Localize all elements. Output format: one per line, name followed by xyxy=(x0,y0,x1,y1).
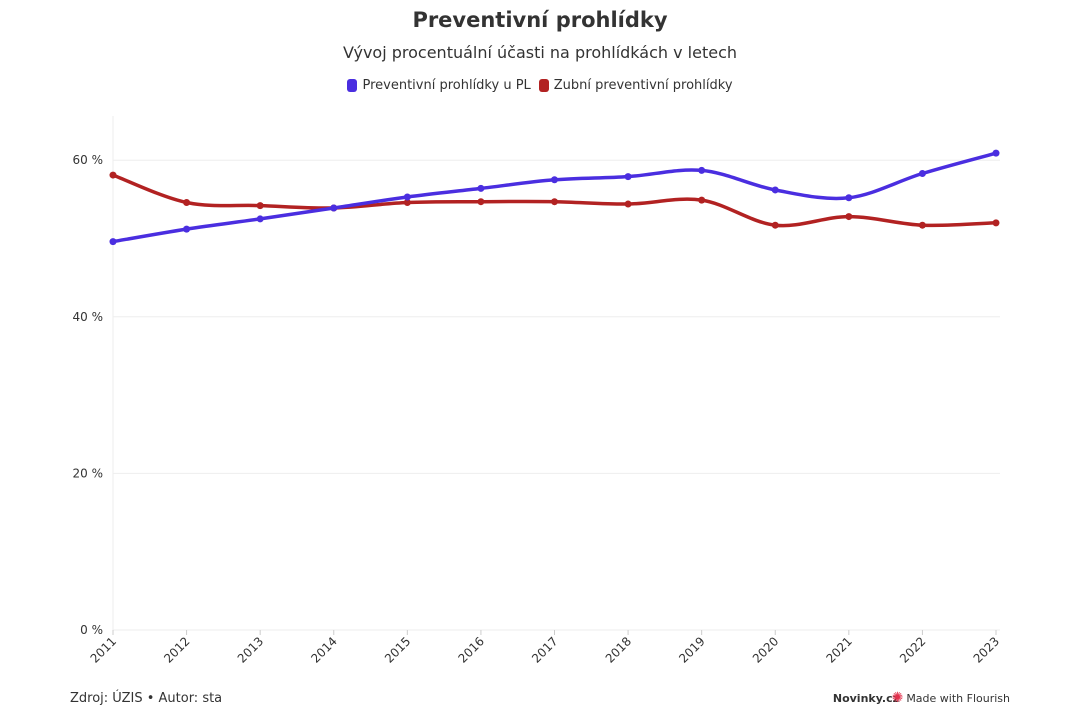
x-tick-label: 2016 xyxy=(456,634,487,665)
brand-label[interactable]: Novinky.cz xyxy=(832,692,899,705)
data-point-series-1 xyxy=(403,193,411,201)
series-line-1 xyxy=(111,151,998,244)
data-point-series-2 xyxy=(845,213,853,221)
y-tick-label: 40 % xyxy=(73,310,104,324)
chart-title: Preventivní prohlídky xyxy=(412,8,668,32)
data-point-series-1 xyxy=(109,238,117,246)
data-point-series-2 xyxy=(403,198,411,206)
data-point-series-1 xyxy=(992,149,1000,157)
data-point-series-1 xyxy=(918,170,926,178)
legend-label-series-1: Preventivní prohlídky u PL xyxy=(362,78,531,93)
data-point-series-1 xyxy=(551,176,558,184)
x-tick-label: 2013 xyxy=(235,634,266,665)
axis-layer: 0 % 20 % 40 % 60 % 2011 2012 2013 2014 2015 2016 2… xyxy=(73,153,1003,666)
data-point-series-2 xyxy=(992,219,1000,227)
x-tick-label: 2018 xyxy=(603,634,634,665)
x-tick-label: 2023 xyxy=(971,634,1002,665)
data-point-series-2 xyxy=(551,198,558,206)
data-point-series-1 xyxy=(771,186,779,194)
y-tick-label: 20 % xyxy=(73,466,104,480)
legend-item-series-1[interactable]: Preventivní prohlídky u PL xyxy=(347,78,531,93)
x-tick-label: 2015 xyxy=(382,634,413,665)
data-point-series-1 xyxy=(183,225,191,233)
data-point-series-1 xyxy=(698,166,706,174)
series-layer xyxy=(109,149,1000,246)
data-point-series-1 xyxy=(845,194,853,202)
data-point-series-2 xyxy=(918,221,926,229)
legend: Preventivní prohlídky u PL Zubní prevent… xyxy=(0,78,1080,93)
data-point-series-2 xyxy=(698,196,706,204)
x-tick-label: 2017 xyxy=(529,634,560,665)
y-tick-label: 60 % xyxy=(73,153,104,167)
flourish-credit-label: Made with Flourish xyxy=(906,692,1010,705)
legend-label-series-2: Zubní preventivní prohlídky xyxy=(553,78,733,93)
grid-layer xyxy=(112,116,1000,631)
data-point-series-2 xyxy=(771,221,779,229)
data-point-series-2 xyxy=(183,198,191,206)
x-tick-label: 2022 xyxy=(897,634,928,665)
x-tick-label: 2012 xyxy=(161,634,192,665)
data-point-series-1 xyxy=(477,184,485,192)
data-point-series-2 xyxy=(109,171,117,179)
legend-swatch-series-1 xyxy=(347,79,358,92)
data-point-series-2 xyxy=(477,198,485,206)
legend-item-series-2[interactable]: Zubní preventivní prohlídky xyxy=(538,78,733,93)
x-tick-label: 2014 xyxy=(308,634,339,665)
x-tick-label: 2020 xyxy=(750,634,781,665)
data-point-series-1 xyxy=(256,215,264,223)
flourish-burst-icon: ✺ xyxy=(891,690,904,706)
x-tick-label: 2011 xyxy=(88,634,119,665)
data-point-series-1 xyxy=(330,204,338,212)
y-tick-label: 0 % xyxy=(80,623,103,637)
data-point-series-2 xyxy=(624,200,632,208)
chart-subtitle: Vývoj procentuální účasti na prohlídkách… xyxy=(342,43,738,62)
x-tick-label: 2021 xyxy=(823,634,854,665)
x-tick-label: 2019 xyxy=(676,634,707,665)
data-point-series-1 xyxy=(624,173,632,181)
data-point-series-2 xyxy=(256,202,264,210)
source-note: Zdroj: ÚZIS • Autor: sta xyxy=(70,691,223,706)
flourish-credit[interactable]: ✺ Made with Flourish xyxy=(891,690,1010,706)
legend-swatch-series-2 xyxy=(538,79,549,92)
